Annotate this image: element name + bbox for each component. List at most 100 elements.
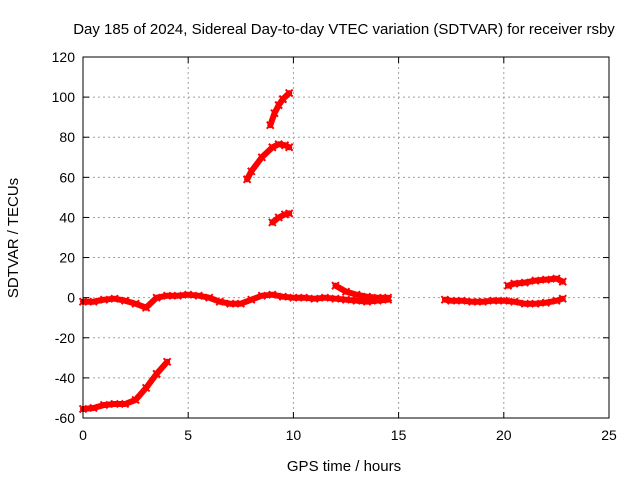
data-point — [110, 399, 119, 409]
series-line — [267, 90, 293, 129]
x-tick-label: 15 — [391, 427, 407, 443]
data-point — [247, 295, 256, 304]
data-point — [173, 291, 182, 300]
series-arc-main-3 — [440, 294, 567, 308]
data-point — [341, 295, 351, 304]
data-point — [284, 209, 294, 218]
series-arc-main-4 — [503, 274, 567, 290]
series-line — [80, 358, 171, 412]
y-tick-label: 100 — [52, 89, 76, 105]
data-point — [552, 274, 561, 283]
y-tick-label: 0 — [67, 290, 75, 306]
data-point — [236, 299, 246, 308]
y-tick-label: 120 — [52, 49, 76, 65]
data-point — [110, 294, 119, 303]
data-point — [446, 296, 456, 305]
data-series — [78, 88, 567, 414]
series-arc-low — [78, 357, 172, 414]
data-point — [89, 297, 98, 306]
y-tick-label: 80 — [59, 129, 75, 145]
data-point — [257, 291, 267, 300]
data-point — [520, 278, 530, 287]
data-point — [341, 287, 351, 296]
data-point — [478, 297, 487, 306]
data-point — [373, 293, 382, 302]
data-point — [440, 295, 450, 304]
data-point — [141, 303, 151, 312]
data-point — [558, 277, 567, 286]
data-point — [510, 297, 519, 306]
data-point — [552, 296, 561, 305]
y-tick-label: -40 — [55, 370, 75, 386]
data-point — [331, 281, 340, 290]
data-point — [278, 94, 288, 104]
chart-title: Day 185 of 2024, Sidereal Day-to-day VTE… — [73, 21, 615, 38]
data-point — [152, 369, 161, 379]
data-point — [141, 383, 151, 393]
data-point — [89, 403, 98, 413]
data-point — [468, 297, 477, 306]
y-axis-label: SDTVAR / TECUs — [5, 178, 22, 298]
data-point — [99, 295, 109, 304]
data-point — [205, 293, 214, 302]
data-point — [278, 292, 288, 301]
series-arc-40 — [268, 209, 294, 227]
y-tick-label: -60 — [55, 410, 75, 426]
series-arc-60-75 — [242, 140, 294, 184]
data-point — [457, 296, 466, 305]
data-point — [257, 153, 267, 162]
data-point — [331, 294, 340, 303]
data-point — [131, 299, 140, 308]
data-point — [320, 293, 330, 302]
data-point — [120, 296, 130, 305]
y-tick-label: 20 — [59, 250, 75, 266]
data-point — [503, 281, 513, 290]
data-point — [352, 290, 361, 299]
data-point — [510, 279, 519, 288]
data-point — [489, 296, 498, 305]
data-point — [541, 298, 551, 307]
data-point — [183, 290, 193, 299]
data-point — [120, 399, 130, 409]
data-point — [284, 88, 294, 98]
data-point — [266, 120, 275, 130]
data-point — [520, 299, 530, 308]
axes: -60 -40 -20 0 20 40 60 80 100 120 0 5 10 15 20 25 — [52, 49, 617, 443]
data-point — [274, 213, 283, 222]
data-point — [162, 291, 172, 300]
data-point — [280, 141, 290, 150]
data-point — [226, 299, 235, 308]
x-tick-label: 0 — [79, 427, 87, 443]
data-point — [284, 143, 294, 152]
data-point — [242, 175, 252, 184]
data-point — [152, 293, 161, 302]
data-point — [299, 293, 309, 302]
data-point — [99, 400, 109, 410]
data-point — [531, 276, 540, 285]
data-point — [131, 395, 140, 405]
data-point — [194, 291, 203, 300]
y-tick-label: 40 — [59, 209, 75, 225]
data-point — [310, 294, 319, 303]
y-tick-label: -20 — [55, 330, 75, 346]
data-point — [215, 297, 224, 306]
y-tick-label: 60 — [59, 169, 75, 185]
x-tick-label: 25 — [601, 427, 617, 443]
x-axis-label: GPS time / hours — [287, 458, 401, 475]
grid — [83, 57, 609, 418]
data-point — [247, 167, 256, 176]
series-arc-85-100 — [266, 88, 294, 130]
series-arc-main-2 — [331, 281, 393, 302]
x-tick-label: 10 — [286, 427, 302, 443]
data-point — [270, 108, 279, 118]
data-point — [268, 290, 277, 299]
x-tick-label: 5 — [184, 427, 192, 443]
data-point — [362, 292, 372, 301]
data-point — [541, 275, 551, 284]
data-point — [383, 293, 393, 302]
data-point — [162, 357, 172, 367]
data-point — [531, 299, 540, 308]
data-point — [289, 293, 298, 302]
data-point — [558, 294, 567, 303]
